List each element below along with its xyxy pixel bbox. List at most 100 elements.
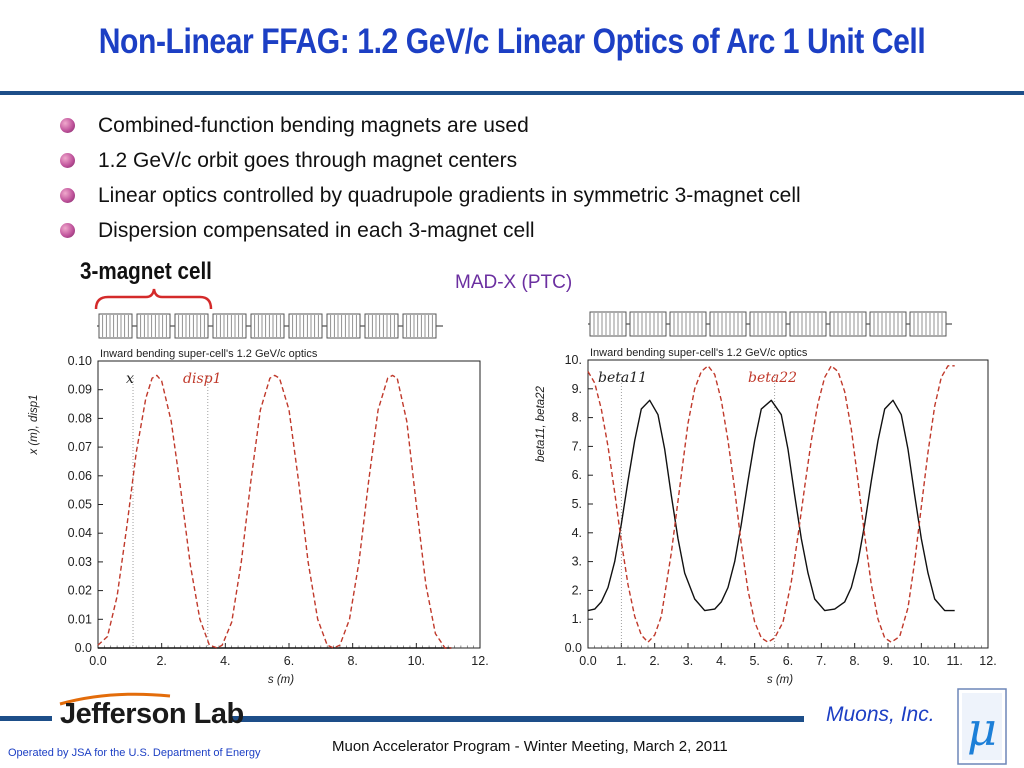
magnet-block	[326, 313, 361, 339]
magnet-block	[250, 313, 285, 339]
jefferson-lab-logo: Jefferson Lab	[60, 698, 244, 730]
magnet-block	[136, 313, 171, 339]
magnet-block	[212, 313, 247, 339]
magnet-block	[869, 311, 907, 337]
y-tick-label: 0.02	[68, 584, 92, 598]
magnet-block	[629, 311, 667, 337]
x-tick-label: 0.0	[579, 654, 596, 668]
series-annotation: beta11	[598, 370, 647, 386]
y-tick-label: 1.	[572, 612, 582, 626]
chart-title: Inward bending super-cell's 1.2 GeV/c op…	[590, 347, 808, 359]
bullet-item: Dispersion compensated in each 3-magnet …	[60, 213, 801, 248]
dispersion-chart: Inward bending super-cell's 1.2 GeV/c op…	[28, 348, 489, 686]
magnet-cell-label: 3-magnet cell	[80, 258, 212, 285]
y-axis-label: x (m), disp1	[28, 394, 40, 455]
x-tick-label: 4.	[716, 654, 726, 668]
title-rule	[0, 91, 1024, 95]
series-annotation: disp1	[183, 371, 222, 387]
x-tick-label: 2.	[156, 654, 166, 668]
magnet-block	[364, 313, 399, 339]
magnet-lattice-right	[588, 311, 952, 337]
mu-logo-icon: μ	[967, 702, 997, 756]
muons-inc-logo: Muons, Inc.	[826, 703, 935, 726]
chart-title: Inward bending super-cell's 1.2 GeV/c op…	[100, 348, 318, 360]
plot-frame	[587, 359, 989, 649]
magnet-lattice-left	[97, 313, 443, 339]
magnet-block	[589, 311, 627, 337]
footer-sponsor: Operated by JSA for the U.S. Department …	[8, 747, 261, 759]
magnet-block	[749, 311, 787, 337]
magnet-block	[709, 311, 747, 337]
bullet-item: 1.2 GeV/c orbit goes through magnet cent…	[60, 143, 801, 178]
series-annotation: beta22	[748, 370, 797, 386]
series-line-beta22	[587, 365, 955, 643]
y-tick-label: 0.09	[68, 383, 92, 397]
y-tick-label: 0.05	[68, 498, 92, 512]
bullet-text: Linear optics controlled by quadrupole g…	[98, 184, 801, 207]
x-axis-label: s (m)	[767, 674, 793, 686]
x-tick-label: 8.	[849, 654, 859, 668]
y-tick-label: 6.	[572, 468, 582, 482]
y-tick-label: 0.08	[68, 411, 92, 425]
y-tick-label: 3.	[572, 555, 582, 569]
magnet-block	[288, 313, 323, 339]
x-tick-label: 4.	[220, 654, 230, 668]
x-tick-label: 11.	[946, 654, 962, 668]
bullet-icon	[60, 188, 75, 203]
plot-frame	[97, 360, 481, 649]
footer-bar-left	[0, 716, 52, 721]
bullet-icon	[60, 118, 75, 133]
footer-meeting: Muon Accelerator Program - Winter Meetin…	[332, 738, 728, 755]
series-annotation: x	[126, 371, 134, 387]
x-tick-label: 5.	[749, 654, 759, 668]
x-tick-label: 1.	[616, 654, 626, 668]
x-tick-label: 12.	[471, 654, 488, 668]
y-tick-label: 9.	[572, 382, 582, 396]
y-tick-label: 5.	[572, 497, 582, 511]
bullet-text: 1.2 GeV/c orbit goes through magnet cent…	[98, 149, 518, 172]
slide-title: Non-Linear FFAG: 1.2 GeV/c Linear Optics…	[98, 22, 926, 61]
bullet-item: Combined-function bending magnets are us…	[60, 108, 801, 143]
bullet-text: Dispersion compensated in each 3-magnet …	[98, 219, 535, 242]
bullet-item: Linear optics controlled by quadrupole g…	[60, 178, 801, 213]
magnet-block	[789, 311, 827, 337]
y-tick-label: 4.	[572, 526, 582, 540]
bullet-icon	[60, 223, 75, 238]
x-tick-label: 0.0	[89, 654, 106, 668]
magnet-block	[909, 311, 947, 337]
bullet-list: Combined-function bending magnets are us…	[60, 108, 801, 248]
y-tick-label: 0.01	[68, 612, 92, 626]
madx-label: MAD-X (PTC)	[455, 272, 573, 293]
magnet-block	[98, 313, 133, 339]
y-tick-label: 2.	[572, 583, 582, 597]
jlab-swoosh-icon	[59, 692, 171, 706]
x-tick-label: 12.	[979, 654, 996, 668]
bullet-text: Combined-function bending magnets are us…	[98, 114, 529, 137]
footer-bar-right	[232, 716, 804, 722]
y-tick-label: 0.0	[75, 641, 92, 655]
bullet-icon	[60, 153, 75, 168]
y-tick-label: 0.06	[68, 469, 92, 483]
y-tick-label: 0.03	[68, 555, 92, 569]
magnet-block	[402, 313, 437, 339]
x-tick-label: 6.	[783, 654, 793, 668]
x-tick-label: 3.	[683, 654, 693, 668]
x-tick-label: 8.	[347, 654, 357, 668]
magnet-block	[829, 311, 867, 337]
magnet-block	[174, 313, 209, 339]
magnet-block	[669, 311, 707, 337]
beta-chart: Inward bending super-cell's 1.2 GeV/c op…	[535, 347, 997, 686]
x-tick-label: 10.	[913, 654, 930, 668]
cell-bracket	[94, 288, 213, 310]
x-tick-label: 6.	[284, 654, 294, 668]
y-tick-label: 10.	[565, 353, 582, 367]
series-line-beta11	[587, 399, 955, 612]
y-axis-label: beta11, beta22	[535, 385, 547, 461]
x-axis-label: s (m)	[268, 674, 294, 686]
x-tick-label: 7.	[816, 654, 826, 668]
y-tick-label: 8.	[572, 411, 582, 425]
y-tick-label: 7.	[572, 439, 582, 453]
x-tick-label: 10.	[408, 654, 425, 668]
x-tick-label: 9.	[883, 654, 893, 668]
